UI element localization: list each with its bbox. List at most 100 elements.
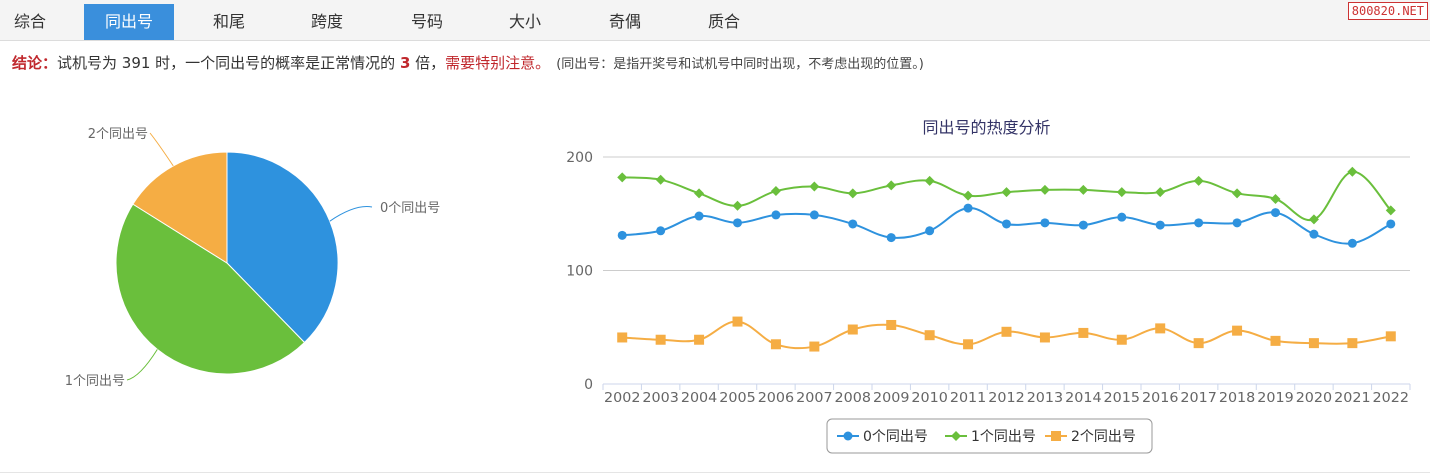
data-point-s1-2006[interactable] xyxy=(770,186,781,197)
data-point-s0-2004[interactable] xyxy=(694,211,704,221)
data-point-s0-2013[interactable] xyxy=(1040,218,1050,228)
tab-zhihe[interactable]: 质合 xyxy=(707,12,740,31)
tab-kuadu[interactable]: 跨度 xyxy=(310,12,343,31)
data-point-s0-2009[interactable] xyxy=(886,233,896,243)
data-point-s2-2009[interactable] xyxy=(886,319,897,330)
pie-label-0: 0个同出号 xyxy=(380,201,440,216)
y-tick-label: 100 xyxy=(566,264,593,280)
pie-slice-2[interactable] xyxy=(132,151,228,264)
data-point-s0-2011[interactable] xyxy=(963,203,973,213)
data-point-s2-2015[interactable] xyxy=(1116,334,1127,345)
data-point-s1-2004[interactable] xyxy=(694,188,705,199)
x-tick-label: 2015 xyxy=(1104,391,1140,406)
conclusion-text: 试机号为 391 时，一个同出号的概率是正常情况的 xyxy=(57,54,400,72)
data-point-s2-2012[interactable] xyxy=(1001,326,1012,337)
data-point-s2-2013[interactable] xyxy=(1039,332,1050,343)
data-point-s1-2012[interactable] xyxy=(1001,187,1012,198)
x-tick-label: 2010 xyxy=(911,391,947,406)
site-badge[interactable]: 800820.NET xyxy=(1347,2,1428,20)
data-point-s2-2011[interactable] xyxy=(963,339,974,350)
data-point-s2-2016[interactable] xyxy=(1155,323,1166,334)
legend-marker-2[interactable] xyxy=(1051,431,1061,441)
data-point-s0-2019[interactable] xyxy=(1271,208,1280,218)
data-point-s0-2017[interactable] xyxy=(1194,218,1204,228)
x-tick-label: 2009 xyxy=(873,391,909,406)
data-point-s1-2014[interactable] xyxy=(1078,184,1089,195)
data-point-s1-2009[interactable] xyxy=(886,180,897,191)
data-point-s2-2019[interactable] xyxy=(1270,335,1281,346)
data-point-s1-2010[interactable] xyxy=(924,175,935,186)
legend-box xyxy=(826,418,1153,454)
data-point-s0-2015[interactable] xyxy=(1117,212,1127,222)
legend-label-1[interactable]: 1个同出号 xyxy=(971,429,1036,445)
data-point-s1-2013[interactable] xyxy=(1039,184,1050,195)
data-point-s1-2008[interactable] xyxy=(847,188,858,199)
data-point-s1-2011[interactable] xyxy=(963,190,974,201)
pie-slice-0[interactable] xyxy=(226,151,339,344)
data-point-s0-2005[interactable] xyxy=(733,218,742,228)
data-point-s2-2008[interactable] xyxy=(847,324,858,335)
x-tick-label: 2007 xyxy=(796,391,832,406)
data-point-s0-2022[interactable] xyxy=(1386,219,1396,229)
conclusion-multiple: 3 xyxy=(399,54,411,72)
tab-haoma[interactable]: 号码 xyxy=(410,12,443,31)
data-point-s1-2018[interactable] xyxy=(1232,188,1243,199)
data-point-s1-2002[interactable] xyxy=(617,172,628,183)
data-point-s0-2010[interactable] xyxy=(925,226,935,236)
data-point-s2-2006[interactable] xyxy=(770,339,781,350)
x-tick-label: 2008 xyxy=(835,391,871,406)
tab-hewei[interactable]: 和尾 xyxy=(212,12,245,31)
data-point-s2-2005[interactable] xyxy=(732,316,743,327)
tab-jiou[interactable]: 奇偶 xyxy=(608,12,641,31)
data-point-s1-2021[interactable] xyxy=(1347,166,1358,177)
data-point-s2-2018[interactable] xyxy=(1232,325,1243,336)
data-point-s2-2010[interactable] xyxy=(924,330,935,341)
data-point-s0-2003[interactable] xyxy=(656,226,666,236)
data-point-s0-2016[interactable] xyxy=(1155,220,1165,230)
tab-zonghe[interactable]: 综合 xyxy=(13,12,46,31)
data-point-s0-2021[interactable] xyxy=(1347,238,1357,248)
data-point-s2-2014[interactable] xyxy=(1078,327,1089,338)
legend-marker-1[interactable] xyxy=(951,431,961,441)
data-point-s2-2007[interactable] xyxy=(809,341,820,352)
legend-marker-0[interactable] xyxy=(843,431,853,441)
data-point-s2-2020[interactable] xyxy=(1308,338,1319,349)
data-point-s2-2022[interactable] xyxy=(1385,331,1396,342)
data-point-s1-2015[interactable] xyxy=(1116,187,1127,198)
data-point-s0-2008[interactable] xyxy=(848,219,858,229)
conclusion-note: (同出号：是指开奖号和试机号中同时出现，不考虑出现的位置。) xyxy=(556,57,924,72)
data-point-s2-2021[interactable] xyxy=(1347,338,1358,349)
data-point-s0-2007[interactable] xyxy=(809,210,819,220)
bottom-divider xyxy=(0,472,1430,473)
data-point-s0-2006[interactable] xyxy=(771,210,781,220)
data-point-s2-2003[interactable] xyxy=(655,334,666,345)
data-point-s1-2007[interactable] xyxy=(809,181,820,192)
data-point-s1-2017[interactable] xyxy=(1193,175,1204,186)
data-point-s1-2003[interactable] xyxy=(655,174,666,185)
x-tick-label: 2014 xyxy=(1065,391,1101,406)
tab-daxiao[interactable]: 大小 xyxy=(508,12,541,31)
data-point-s1-2020[interactable] xyxy=(1308,214,1319,225)
tab-tongchuhao[interactable]: 同出号 xyxy=(84,4,174,40)
data-point-s1-2019[interactable] xyxy=(1270,193,1281,204)
legend-label-0[interactable]: 0个同出号 xyxy=(863,429,928,445)
data-point-s1-2005[interactable] xyxy=(732,200,743,211)
x-tick-label: 2004 xyxy=(681,391,717,406)
data-point-s2-2004[interactable] xyxy=(694,334,705,345)
x-tick-label: 2022 xyxy=(1373,391,1409,406)
legend-label-2[interactable]: 2个同出号 xyxy=(1071,429,1136,445)
pie-slice-1[interactable] xyxy=(115,203,306,375)
data-point-s2-2002[interactable] xyxy=(617,332,628,343)
data-point-s2-2017[interactable] xyxy=(1193,338,1204,349)
pie-connector-1 xyxy=(126,349,158,381)
data-point-s1-2016[interactable] xyxy=(1155,187,1166,198)
data-point-s0-2020[interactable] xyxy=(1309,229,1319,239)
data-point-s1-2022[interactable] xyxy=(1385,205,1396,216)
data-point-s0-2002[interactable] xyxy=(617,230,627,240)
data-point-s0-2012[interactable] xyxy=(1002,219,1011,229)
data-point-s0-2014[interactable] xyxy=(1078,220,1088,230)
data-point-s0-2018[interactable] xyxy=(1232,218,1242,228)
conclusion-line: 结论：试机号为 391 时，一个同出号的概率是正常情况的 3 倍，需要特别注意。… xyxy=(12,52,924,73)
